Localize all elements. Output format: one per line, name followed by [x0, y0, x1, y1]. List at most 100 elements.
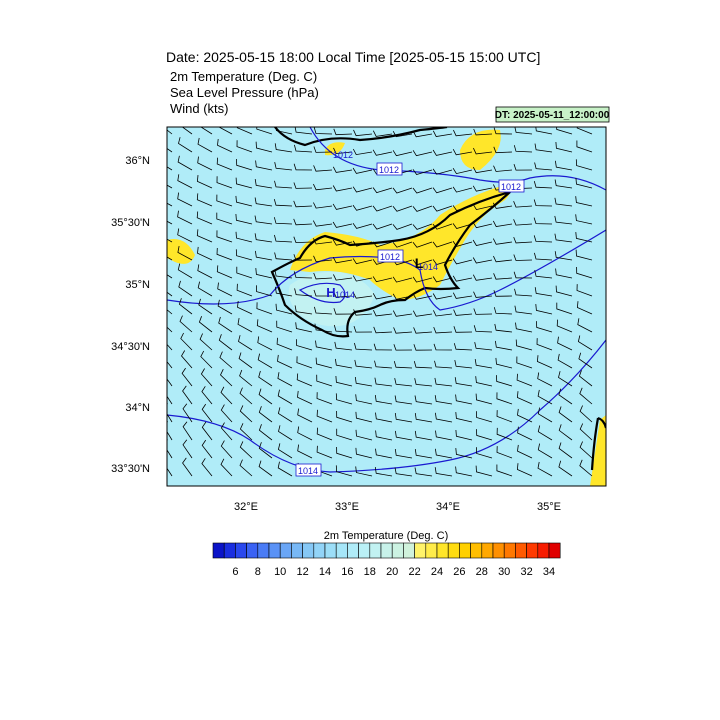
colorbar-box: [481, 542, 494, 559]
wind-barb: [474, 342, 493, 351]
isobars: [167, 127, 606, 473]
wind-barb: [236, 266, 253, 279]
colorbar-box: [414, 542, 427, 559]
wind-barb: [313, 255, 333, 263]
colorbar-box: [436, 542, 449, 559]
colorbar-box: [223, 542, 236, 559]
wind-barb: [392, 241, 413, 248]
wind-barb: [181, 127, 193, 135]
wind-barb: [333, 128, 353, 136]
wind-barb: [255, 250, 273, 261]
wind-barb: [558, 388, 573, 405]
wind-barb: [256, 302, 273, 315]
wind-barb: [315, 357, 333, 369]
warm-area: [590, 415, 606, 486]
wind-barb: [355, 394, 373, 405]
wind-barb: [372, 223, 393, 230]
wind-barb: [453, 309, 473, 316]
wind-barb: [314, 323, 333, 333]
wind-barb: [275, 303, 293, 315]
wind-barb: [352, 222, 373, 229]
wind-barb: [453, 326, 473, 333]
wind-barb: [335, 375, 353, 387]
wind-barb: [534, 270, 553, 279]
wind-barb: [513, 163, 533, 171]
wind-barb: [297, 426, 313, 441]
wind-barb: [333, 308, 353, 315]
wind-barb: [473, 325, 493, 333]
wind-barb: [167, 378, 173, 387]
wind-barb: [372, 276, 393, 283]
wind-barb: [313, 289, 332, 297]
wind-barb: [335, 393, 353, 405]
wind-barb: [352, 204, 373, 211]
wind-barb: [575, 214, 593, 225]
colorbar-box: [515, 542, 527, 559]
wind-barb: [200, 127, 213, 135]
colorbar-box: [302, 542, 315, 559]
wind-barb: [254, 215, 273, 225]
wind-barb: [513, 201, 533, 208]
wind-barb: [353, 325, 373, 333]
colorbar-label: 8: [255, 566, 261, 578]
contour-label: 1014: [418, 262, 438, 272]
wind-barb: [236, 283, 253, 297]
wind-barb: [412, 293, 433, 300]
lat-label: 35°N: [125, 279, 150, 291]
wind-barb: [579, 423, 593, 441]
wind-barb: [412, 276, 433, 283]
wind-barb: [293, 218, 313, 226]
wind-barb: [313, 183, 333, 191]
wind-barb: [181, 367, 193, 387]
wind-barb: [372, 241, 393, 248]
wind-barb: [476, 411, 493, 423]
colorbar-label: 18: [364, 566, 376, 578]
colorbar-box: [257, 542, 270, 559]
wind-barb: [353, 129, 373, 137]
wind-barb: [182, 403, 193, 423]
wind-barb: [197, 137, 213, 153]
wind-barb: [475, 465, 493, 477]
wind-barb: [236, 127, 253, 135]
wind-barb: [495, 340, 513, 351]
colorbar-box: [212, 542, 225, 559]
colorbar-box: [537, 542, 550, 559]
wind-barb: [277, 354, 293, 369]
field-label: Wind (kts): [170, 101, 229, 116]
wind-barb: [414, 467, 433, 477]
wind-barb: [373, 310, 393, 317]
wind-barb: [313, 127, 333, 135]
wind-barb: [178, 298, 193, 315]
wind-barb: [374, 360, 393, 369]
wind-barb: [276, 320, 293, 333]
colorbar-label: 14: [319, 566, 331, 578]
wind-barb: [374, 467, 393, 477]
wind-barb: [472, 203, 493, 211]
wind-barb: [473, 308, 493, 315]
wind-barb: [452, 275, 473, 282]
wind-barb: [273, 217, 293, 225]
wind-barb: [576, 284, 593, 297]
wind-barb: [256, 285, 273, 297]
contour-label: 1014: [298, 466, 318, 476]
wind-barb: [493, 165, 513, 172]
wind-barb: [238, 352, 253, 369]
wind-barb: [201, 403, 213, 423]
wind-barb: [575, 249, 593, 261]
wind-barb: [412, 205, 433, 212]
lon-label: 32°E: [234, 501, 258, 513]
wind-barb: [534, 143, 553, 153]
wind-barb: [316, 427, 333, 441]
wind-barb: [167, 361, 173, 369]
colorbar-box: [492, 542, 505, 559]
wind-barb: [167, 309, 173, 315]
wind-barb: [295, 322, 313, 333]
wind-barb: [578, 352, 593, 369]
wind-barb: [579, 387, 593, 405]
wind-barb: [375, 430, 393, 441]
wind-barb: [197, 264, 213, 279]
wind-barb: [517, 444, 533, 459]
wind-barb: [517, 426, 533, 441]
wind-barb: [454, 360, 473, 369]
wind-barb: [554, 197, 573, 207]
